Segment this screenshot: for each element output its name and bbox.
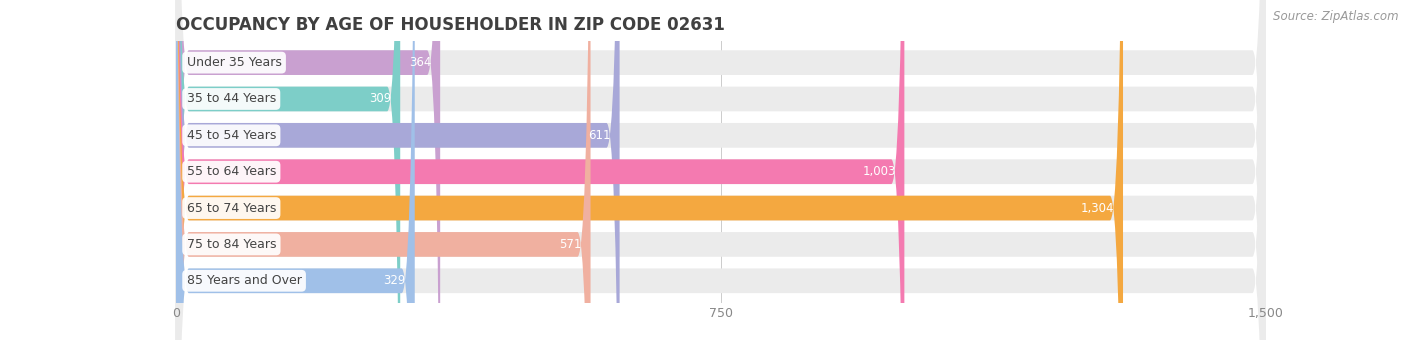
Text: 55 to 64 Years: 55 to 64 Years — [187, 165, 276, 178]
Text: 309: 309 — [370, 92, 391, 105]
FancyBboxPatch shape — [176, 0, 1265, 340]
FancyBboxPatch shape — [176, 0, 1123, 340]
Text: 571: 571 — [560, 238, 582, 251]
Text: 85 Years and Over: 85 Years and Over — [187, 274, 301, 287]
FancyBboxPatch shape — [176, 0, 1265, 340]
FancyBboxPatch shape — [176, 0, 1265, 340]
FancyBboxPatch shape — [176, 0, 1265, 340]
FancyBboxPatch shape — [176, 0, 1265, 340]
Text: 1,304: 1,304 — [1081, 202, 1115, 215]
Text: 45 to 54 Years: 45 to 54 Years — [187, 129, 276, 142]
FancyBboxPatch shape — [176, 0, 1265, 340]
FancyBboxPatch shape — [176, 0, 591, 340]
Text: OCCUPANCY BY AGE OF HOUSEHOLDER IN ZIP CODE 02631: OCCUPANCY BY AGE OF HOUSEHOLDER IN ZIP C… — [176, 16, 724, 34]
FancyBboxPatch shape — [176, 0, 440, 340]
Text: 75 to 84 Years: 75 to 84 Years — [187, 238, 276, 251]
Text: 35 to 44 Years: 35 to 44 Years — [187, 92, 276, 105]
FancyBboxPatch shape — [176, 0, 1265, 340]
Text: Source: ZipAtlas.com: Source: ZipAtlas.com — [1274, 10, 1399, 23]
FancyBboxPatch shape — [176, 0, 620, 340]
Text: 364: 364 — [409, 56, 432, 69]
FancyBboxPatch shape — [176, 0, 415, 340]
FancyBboxPatch shape — [176, 0, 904, 340]
Text: 65 to 74 Years: 65 to 74 Years — [187, 202, 276, 215]
FancyBboxPatch shape — [176, 0, 401, 340]
Text: 1,003: 1,003 — [862, 165, 896, 178]
Text: Under 35 Years: Under 35 Years — [187, 56, 281, 69]
Text: 329: 329 — [384, 274, 406, 287]
Text: 611: 611 — [588, 129, 610, 142]
